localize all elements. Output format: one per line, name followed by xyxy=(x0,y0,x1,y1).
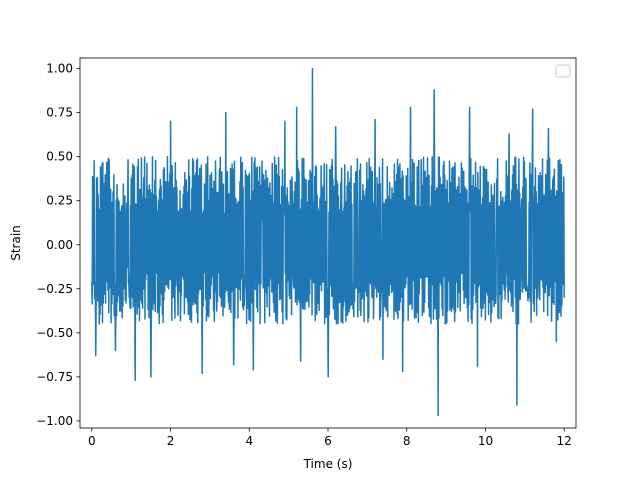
y-tick-label: 1.00 xyxy=(46,62,73,76)
series-layer xyxy=(91,67,565,417)
y-tick-label: −0.50 xyxy=(36,326,73,340)
y-tick-label: 0.75 xyxy=(46,106,73,120)
y-tick-label: 0.00 xyxy=(46,238,73,252)
x-axis-label: Time (s) xyxy=(303,457,353,471)
x-tick-label: 12 xyxy=(557,434,572,448)
x-tick-label: 0 xyxy=(88,434,96,448)
y-tick-label: 0.25 xyxy=(46,194,73,208)
strain-series-line xyxy=(91,67,565,417)
y-tick-label: −0.75 xyxy=(36,370,73,384)
legend-box xyxy=(555,64,571,78)
x-tick-label: 2 xyxy=(167,434,175,448)
y-axis: −1.00 −0.75 −0.50 −0.25 0.00 0.25 0.50 0.75 1.00 xyxy=(36,62,80,428)
y-axis-label: Strain xyxy=(9,225,23,261)
y-tick-label: −0.25 xyxy=(36,282,73,296)
plot-frame xyxy=(79,57,577,429)
y-tick-label: −1.00 xyxy=(36,414,73,428)
y-tick-label: 0.50 xyxy=(46,150,73,164)
x-tick-label: 6 xyxy=(324,434,332,448)
x-axis: 0 2 4 6 8 10 12 xyxy=(88,428,572,448)
x-tick-label: 10 xyxy=(478,434,493,448)
x-tick-label: 4 xyxy=(245,434,253,448)
x-tick-label: 8 xyxy=(403,434,411,448)
